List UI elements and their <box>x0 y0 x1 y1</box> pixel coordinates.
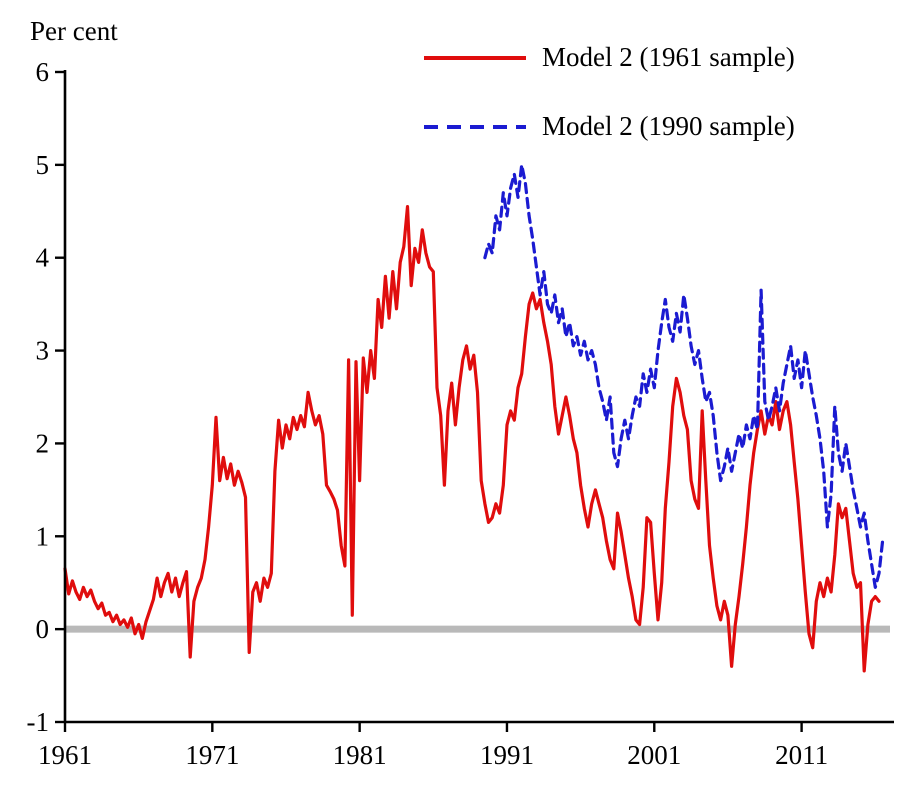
y-tick-label: 2 <box>36 428 50 458</box>
legend-line-solid-icon <box>424 55 526 60</box>
y-tick-label: 5 <box>36 150 50 180</box>
legend-label-model2-1961: Model 2 (1961 sample) <box>542 42 795 72</box>
x-tick-label: 1961 <box>38 740 92 770</box>
legend-label-model2-1990: Model 2 (1990 sample) <box>542 111 795 141</box>
series-line-0 <box>63 205 881 673</box>
x-tick-label: 2001 <box>627 740 681 770</box>
y-tick-label: -1 <box>27 707 50 737</box>
x-tick-label: 1981 <box>333 740 387 770</box>
y-tick-label: 4 <box>36 243 50 273</box>
x-tick-label: 2011 <box>775 740 828 770</box>
series-line-1 <box>483 163 885 590</box>
y-tick-label: 3 <box>36 336 50 366</box>
y-tick-label: 0 <box>36 614 50 644</box>
x-tick-label: 1971 <box>185 740 239 770</box>
legend-item-model2-1990: Model 2 (1990 sample) <box>424 111 795 142</box>
x-tick-label: 1991 <box>480 740 534 770</box>
y-axis-title: Per cent <box>30 16 118 46</box>
zero-band <box>65 625 890 633</box>
legend-line-dashed-icon <box>424 124 526 129</box>
legend-item-model2-1961: Model 2 (1961 sample) <box>424 42 795 73</box>
y-tick-label: 6 <box>36 57 50 87</box>
legend: Model 2 (1961 sample) Model 2 (1990 samp… <box>424 42 795 142</box>
y-tick-label: 1 <box>36 521 50 551</box>
